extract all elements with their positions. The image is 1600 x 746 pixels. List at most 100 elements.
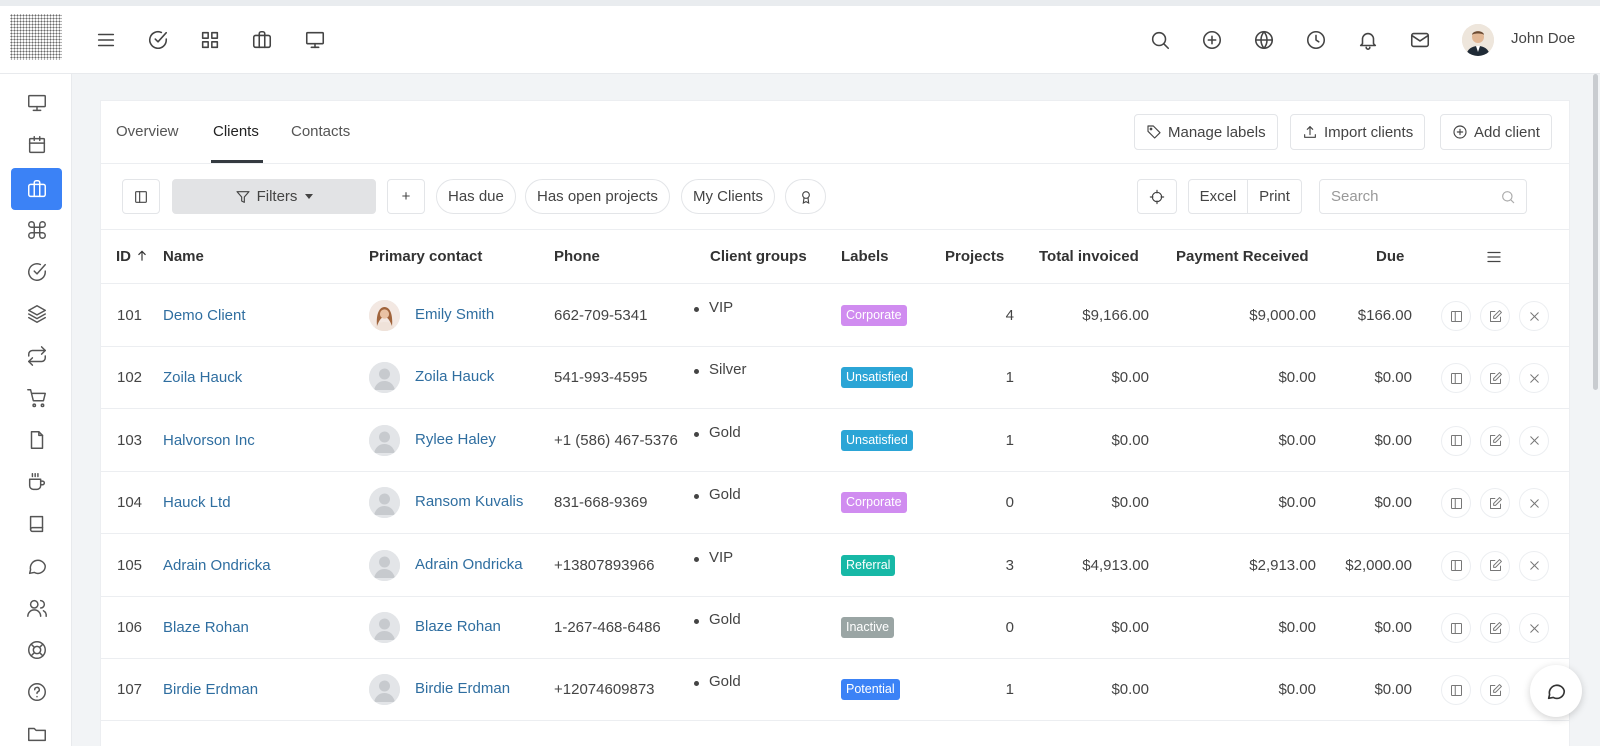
edit-button[interactable] — [1480, 613, 1510, 643]
manage-labels-button[interactable]: Manage labels — [1134, 114, 1278, 150]
client-group-item: Gold — [694, 611, 741, 628]
delete-button[interactable] — [1519, 363, 1549, 394]
column-name[interactable]: Name — [163, 248, 204, 265]
tab-contacts[interactable]: Contacts — [291, 123, 351, 140]
primary-contact-link[interactable]: Birdie Erdman — [415, 680, 511, 698]
view-details-button[interactable] — [1441, 425, 1471, 456]
sidebar-users-icon[interactable] — [11, 587, 62, 629]
sidebar-clients-icon[interactable] — [11, 168, 62, 210]
filter-has-due[interactable]: Has due — [436, 179, 516, 214]
filter-has-open-projects[interactable]: Has open projects — [525, 179, 670, 214]
column-menu-icon[interactable] — [1485, 248, 1503, 266]
column-total-invoiced[interactable]: Total invoiced — [1039, 248, 1139, 265]
sidebar-folder-icon[interactable] — [11, 713, 62, 746]
edit-button[interactable] — [1480, 301, 1510, 331]
sidebar-help-icon[interactable] — [11, 671, 62, 713]
client-name-link[interactable]: Adrain Ondricka — [163, 556, 271, 574]
plus-circle-icon[interactable] — [1199, 27, 1225, 53]
clock-icon[interactable] — [1303, 27, 1329, 53]
view-details-button[interactable] — [1441, 675, 1471, 706]
label-badge: Potential — [841, 679, 900, 701]
delete-button[interactable] — [1519, 488, 1549, 519]
view-details-button[interactable] — [1441, 550, 1471, 581]
column-client-groups[interactable]: Client groups — [710, 248, 807, 265]
menu-icon[interactable] — [93, 27, 119, 53]
payment-received-value: $0.00 — [1278, 494, 1316, 512]
filters-button[interactable]: Filters — [172, 179, 376, 214]
view-details-button[interactable] — [1441, 488, 1471, 519]
client-name-link[interactable]: Blaze Rohan — [163, 619, 249, 636]
primary-contact-link[interactable]: Adrain Ondricka — [415, 555, 523, 573]
primary-contact-link[interactable]: Ransom Kuvalis — [415, 493, 524, 511]
delete-button[interactable] — [1519, 550, 1549, 581]
mail-icon[interactable] — [1407, 27, 1433, 53]
sidebar-calendar-icon[interactable] — [11, 124, 62, 166]
sidebar-command-icon[interactable] — [11, 209, 62, 251]
toggle-columns-button[interactable] — [122, 179, 160, 214]
tab-overview[interactable]: Overview — [116, 123, 179, 140]
tab-clients[interactable]: Clients — [213, 123, 259, 140]
client-name-link[interactable]: Halvorson Inc — [163, 431, 255, 449]
client-name-link[interactable]: Zoila Hauck — [163, 369, 243, 387]
view-details-button[interactable] — [1441, 363, 1471, 394]
edit-button[interactable] — [1480, 675, 1510, 706]
excel-button[interactable]: Excel — [1188, 179, 1248, 214]
sidebar-cart-icon[interactable] — [11, 377, 62, 419]
client-name-link[interactable]: Demo Client — [163, 307, 246, 324]
client-name-link[interactable]: Birdie Erdman — [163, 681, 259, 699]
bell-icon[interactable] — [1355, 27, 1381, 53]
primary-contact-link[interactable]: Blaze Rohan — [415, 618, 501, 635]
sidebar-dashboard-icon[interactable] — [11, 82, 62, 124]
sidebar-coffee-icon[interactable] — [11, 461, 62, 503]
sidebar-tasks-icon[interactable] — [11, 251, 62, 293]
clients-card: Overview Clients Contacts Manage labels … — [100, 100, 1570, 746]
table-header: ID Name Primary contact Phone Client gro… — [101, 230, 1569, 284]
chat-button[interactable] — [1530, 665, 1582, 717]
column-projects[interactable]: Projects — [945, 248, 1005, 265]
add-client-button[interactable]: Add client — [1440, 114, 1552, 150]
monitor-icon[interactable] — [302, 27, 328, 53]
delete-button[interactable] — [1519, 425, 1549, 456]
column-payment-received[interactable]: Payment Received — [1176, 248, 1309, 265]
column-primary-contact[interactable]: Primary contact — [369, 248, 483, 265]
column-phone[interactable]: Phone — [554, 248, 600, 265]
app-logo[interactable] — [10, 14, 62, 60]
print-button[interactable]: Print — [1247, 179, 1302, 214]
sidebar-lifebuoy-icon[interactable] — [11, 629, 62, 671]
sidebar-message-icon[interactable] — [11, 545, 62, 587]
user-name[interactable]: John Doe — [1511, 30, 1576, 47]
view-details-button[interactable] — [1441, 613, 1471, 643]
column-id[interactable]: ID — [116, 248, 149, 265]
primary-contact-link[interactable]: Emily Smith — [415, 306, 495, 323]
search-input[interactable] — [1320, 180, 1490, 213]
delete-button[interactable] — [1519, 301, 1549, 331]
column-labels[interactable]: Labels — [841, 248, 889, 265]
delete-button[interactable] — [1519, 613, 1549, 643]
sidebar-file-icon[interactable] — [11, 419, 62, 461]
filter-my-clients[interactable]: My Clients — [681, 179, 776, 214]
bookmark-filter-button[interactable] — [785, 179, 826, 214]
primary-contact-link[interactable]: Rylee Haley — [415, 430, 496, 448]
edit-button[interactable] — [1480, 425, 1510, 456]
edit-button[interactable] — [1480, 488, 1510, 519]
check-circle-icon[interactable] — [145, 27, 171, 53]
client-name-link[interactable]: Hauck Ltd — [163, 494, 231, 512]
payment-received-value: $0.00 — [1278, 681, 1316, 699]
sidebar-layers-icon[interactable] — [11, 293, 62, 335]
edit-button[interactable] — [1480, 363, 1510, 394]
reload-button[interactable] — [1137, 179, 1177, 214]
briefcase-icon[interactable] — [249, 27, 275, 53]
globe-icon[interactable] — [1251, 27, 1277, 53]
search-icon[interactable] — [1147, 27, 1173, 53]
column-due[interactable]: Due — [1376, 248, 1405, 265]
view-details-button[interactable] — [1441, 301, 1471, 331]
page-scrollbar[interactable] — [1593, 74, 1598, 390]
primary-contact-link[interactable]: Zoila Hauck — [415, 368, 495, 386]
sidebar-book-icon[interactable] — [11, 503, 62, 545]
grid-icon[interactable] — [197, 27, 223, 53]
edit-button[interactable] — [1480, 550, 1510, 581]
import-clients-button[interactable]: Import clients — [1290, 114, 1426, 150]
user-avatar[interactable] — [1462, 24, 1494, 56]
add-filter-button[interactable]: + — [387, 179, 425, 214]
sidebar-repeat-icon[interactable] — [11, 335, 62, 377]
